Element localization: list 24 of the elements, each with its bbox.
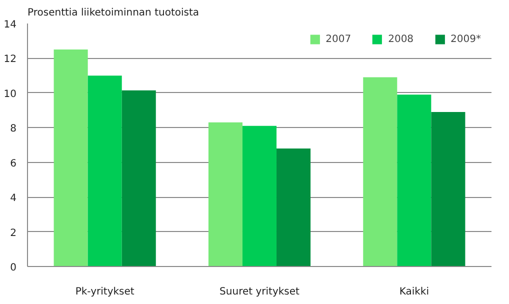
- x-tick-label: Kaikki: [399, 286, 429, 298]
- x-tick-label: Suuret yritykset: [220, 286, 300, 298]
- x-tick-label: Pk-yritykset: [75, 286, 134, 298]
- bar: [208, 122, 242, 266]
- y-tick-label: 10: [4, 88, 17, 100]
- bar: [363, 77, 398, 266]
- y-tick-label: 6: [10, 158, 17, 170]
- legend-label: 2008: [388, 34, 414, 44]
- bar: [242, 126, 277, 266]
- bar: [88, 76, 122, 266]
- y-tick-label: 14: [4, 20, 17, 30]
- legend-label: 2009*: [450, 34, 481, 44]
- y-tick-label: 2: [10, 228, 17, 239]
- y-tick-label: 4: [10, 193, 17, 204]
- bar: [54, 50, 88, 266]
- bar: [276, 148, 311, 266]
- bar: [122, 90, 156, 266]
- y-tick-label: 8: [10, 124, 17, 135]
- y-tick-label: 0: [10, 262, 17, 274]
- bar: [431, 112, 466, 266]
- y-tick-label: 12: [4, 54, 17, 66]
- bar: [397, 94, 432, 266]
- legend-label: 2007: [326, 34, 352, 44]
- y-axis-title: Prosenttia liiketoiminnan tuotoista: [28, 8, 200, 18]
